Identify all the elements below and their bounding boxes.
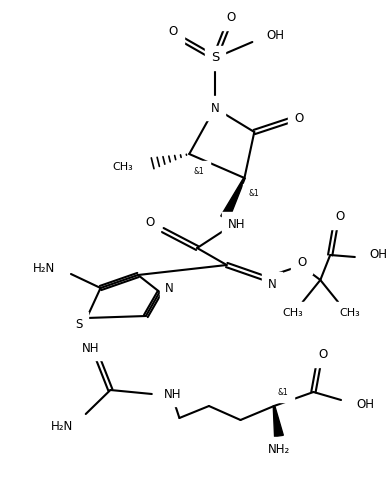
- Text: OH: OH: [369, 248, 387, 261]
- Text: H₂N: H₂N: [51, 419, 73, 433]
- Text: O: O: [226, 12, 235, 24]
- Text: O: O: [335, 210, 345, 224]
- Text: N: N: [165, 281, 174, 295]
- Text: OH: OH: [357, 398, 375, 411]
- Text: &1: &1: [248, 190, 259, 198]
- Text: NH: NH: [82, 342, 99, 354]
- Text: OH: OH: [266, 30, 284, 42]
- Text: S: S: [211, 52, 219, 65]
- Text: &1: &1: [193, 167, 204, 175]
- Text: N: N: [210, 102, 219, 115]
- Text: O: O: [169, 25, 178, 38]
- Text: H₂N: H₂N: [33, 261, 55, 275]
- Text: NH₂: NH₂: [268, 442, 290, 455]
- Text: CH₃: CH₃: [339, 308, 360, 318]
- Text: &1: &1: [278, 387, 289, 397]
- Text: S: S: [75, 317, 83, 330]
- Text: O: O: [294, 111, 303, 124]
- Text: CH₃: CH₃: [282, 308, 303, 318]
- Text: CH₃: CH₃: [112, 162, 133, 172]
- Text: NH: NH: [163, 387, 181, 400]
- Polygon shape: [273, 406, 283, 437]
- Polygon shape: [221, 178, 245, 220]
- Text: N: N: [268, 278, 276, 291]
- Text: O: O: [297, 256, 306, 268]
- Text: NH: NH: [228, 218, 245, 230]
- Text: O: O: [319, 348, 328, 362]
- Text: O: O: [145, 215, 154, 228]
